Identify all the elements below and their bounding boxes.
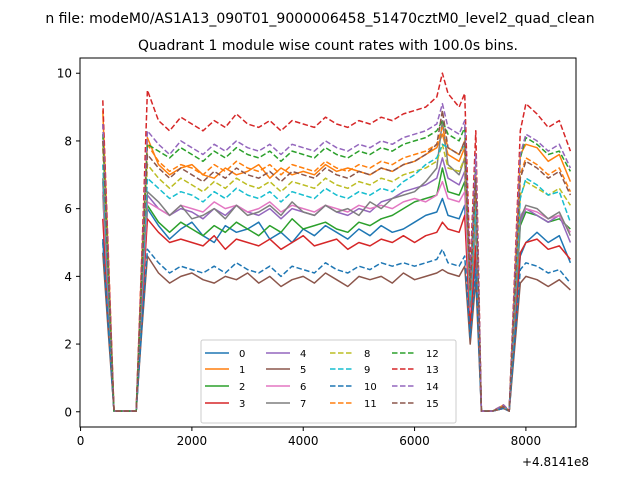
series-line-8 — [102, 143, 572, 412]
y-axis: 0 2 4 6 8 10 — [57, 67, 80, 419]
legend-label-4: 4 — [300, 349, 306, 360]
y-tick-label: 8 — [64, 134, 72, 148]
series-line-15 — [102, 109, 572, 412]
figure-suptitle: n file: modeM0/AS1A13_090T01_9000006458_… — [45, 11, 594, 27]
legend-label-5: 5 — [300, 365, 306, 376]
x-tick-label: 0 — [77, 434, 85, 448]
x-tick-label: 6000 — [399, 434, 430, 448]
legend-label-12: 12 — [426, 349, 439, 360]
legend-label-10: 10 — [364, 382, 377, 393]
legend-label-15: 15 — [426, 399, 439, 410]
axes-title: Quadrant 1 module wise count rates with … — [138, 38, 518, 54]
y-tick-label: 4 — [64, 270, 72, 284]
legend-label-7: 7 — [300, 399, 306, 410]
legend-label-9: 9 — [364, 365, 370, 376]
legend-label-1: 1 — [239, 365, 245, 376]
plot-frame — [79, 57, 577, 428]
x-tick-label: 8000 — [511, 434, 542, 448]
y-tick-label: 6 — [64, 202, 72, 216]
legend-label-8: 8 — [364, 349, 370, 360]
y-tick-label: 2 — [64, 338, 72, 352]
legend-label-13: 13 — [426, 365, 439, 376]
legend-label-6: 6 — [300, 382, 306, 393]
legend-label-2: 2 — [239, 382, 245, 393]
x-tick-label: 2000 — [177, 434, 208, 448]
y-tick-label: 0 — [64, 405, 72, 419]
series-layer — [102, 72, 572, 412]
legend-label-3: 3 — [239, 399, 245, 410]
legend-label-11: 11 — [364, 399, 377, 410]
legend-label-14: 14 — [426, 382, 439, 393]
x-offset-label: +4.8141e8 — [522, 455, 589, 469]
x-axis: 0 2000 4000 6000 8000 — [77, 427, 541, 448]
legend-label-0: 0 — [239, 349, 245, 360]
y-tick-label: 10 — [57, 67, 72, 81]
x-tick-label: 4000 — [288, 434, 319, 448]
